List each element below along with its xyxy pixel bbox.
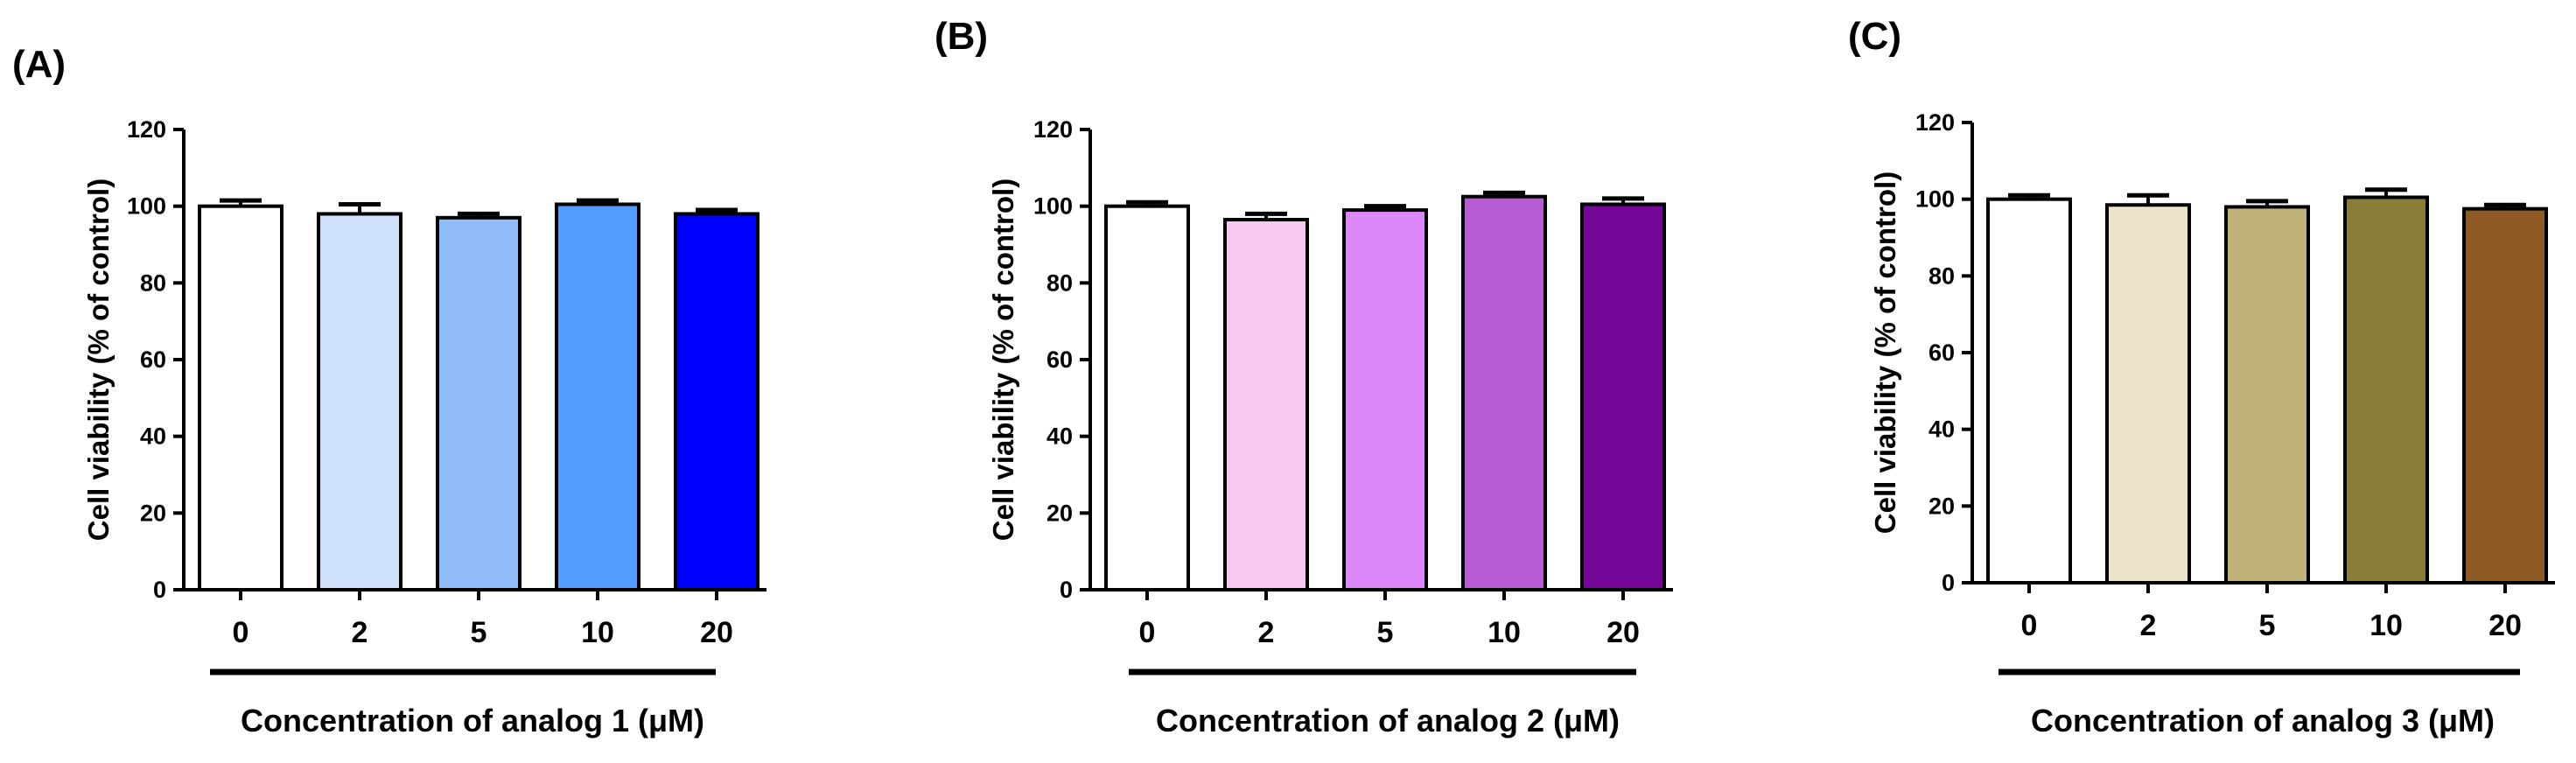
x-tick-label: 0 [233,616,249,649]
bar-10 [555,202,640,592]
x-tick-label: 20 [700,616,733,649]
y-tick-label: 80 [140,270,166,296]
chart-panel-1: (A) 0 20 40 60 80 100 120 0 2 5 10 20 Concentration o… [12,43,766,738]
chart-panel-3: (C) 0 20 40 60 80 100 120 0 2 5 10 20 Concentration o… [1848,15,2555,738]
y-tick-label: 100 [127,193,166,220]
x-tick-label: 5 [471,616,487,649]
x-tick-label: 2 [2140,609,2157,642]
x-axis-title: Concentration of analog 1 (μM) [241,703,704,738]
x-axis-title: Concentration of analog 2 (μM) [1156,703,1620,738]
y-axis-title: Cell viability (% of control) [987,178,1019,541]
x-tick-label: 5 [1377,616,1394,649]
bar-2 [317,212,402,592]
x-tick-label: 5 [2259,609,2276,642]
x-tick-label: 0 [2021,609,2038,642]
bar-5 [2224,205,2310,585]
bar-0 [198,204,284,592]
y-axis-title: Cell viability (% of control) [82,178,115,541]
x-tick-label: 20 [2488,609,2522,642]
panel-label: (B) [934,15,988,58]
y-tick-label: 120 [1033,116,1073,143]
x-tick-label: 0 [1139,616,1156,649]
chart-panel-2: (B) 0 20 40 60 80 100 120 0 2 5 10 20 Concentration o… [934,15,1673,738]
bar-10 [2343,195,2429,584]
y-tick-label: 80 [1046,270,1073,296]
y-tick-label: 20 [1046,500,1073,526]
y-tick-label: 0 [1942,570,1955,596]
x-axis-title: Concentration of analog 3 (μM) [2031,703,2495,738]
y-axis-title: Cell viability (% of control) [1869,172,1901,534]
y-tick-label: 100 [1915,186,1955,213]
y-tick-label: 0 [1060,577,1073,603]
bar-20 [674,212,760,592]
x-tick-label: 10 [1488,616,1521,649]
bar-20 [1580,202,1666,592]
y-tick-label: 40 [1046,424,1073,450]
bar-2 [1223,218,1309,592]
y-tick-label: 60 [140,346,166,373]
y-tick-label: 20 [1928,493,1955,519]
y-tick-label: 20 [140,500,166,526]
y-tick-label: 60 [1928,340,1955,366]
y-tick-label: 0 [153,577,166,603]
x-tick-label: 10 [581,616,614,649]
y-tick-label: 40 [1928,416,1955,443]
x-tick-label: 2 [1258,616,1275,649]
bar-0 [1104,204,1190,592]
bar-5 [436,215,522,592]
x-tick-label: 20 [1606,616,1640,649]
y-tick-label: 40 [140,424,166,450]
y-tick-label: 80 [1928,262,1955,289]
bar-10 [1461,194,1547,592]
y-tick-label: 60 [1046,346,1073,373]
bar-2 [2105,203,2191,584]
bar-0 [1986,197,2072,585]
y-tick-label: 120 [1915,109,1955,136]
panel-label: (C) [1848,15,1901,58]
x-tick-label: 10 [2370,609,2403,642]
bar-5 [1342,208,1428,592]
x-tick-label: 2 [352,616,368,649]
y-tick-label: 120 [127,116,166,143]
bar-20 [2462,206,2548,584]
y-tick-label: 100 [1033,193,1073,220]
panel-label: (A) [12,43,66,86]
